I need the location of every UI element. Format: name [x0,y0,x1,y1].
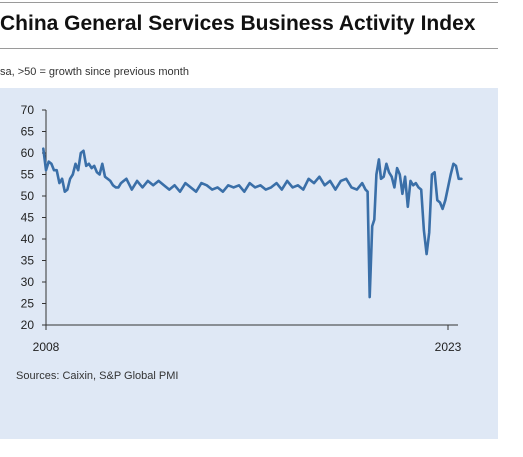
y-tick-label: 40 [21,232,35,246]
x-tick-label: 2023 [435,340,462,354]
chart-title: China General Services Business Activity… [0,12,476,35]
y-tick-label: 60 [21,146,35,160]
x-tick-label: 2008 [33,340,60,354]
series-layer [41,147,463,299]
y-tick-label: 55 [21,168,35,182]
x-axis: 2008 2023 [33,324,462,354]
y-tick-label: 50 [21,189,35,203]
series-line-0 [41,147,463,299]
y-tick-label: 20 [21,318,35,332]
y-axis: 20 25 30 35 40 45 50 55 60 65 70 [21,103,47,332]
y-tick-label: 70 [21,103,35,117]
y-tick-label: 35 [21,254,35,268]
chart-subtitle: sa, >50 = growth since previous month [0,66,189,78]
y-tick-label: 45 [21,211,35,225]
y-tick-label: 65 [21,125,35,139]
top-rule [0,2,498,3]
title-rule [0,48,498,49]
y-tick-label: 30 [21,275,35,289]
chart-panel [0,88,498,439]
y-tick-label: 25 [21,297,35,311]
source-note: Sources: Caixin, S&P Global PMI [16,370,179,382]
